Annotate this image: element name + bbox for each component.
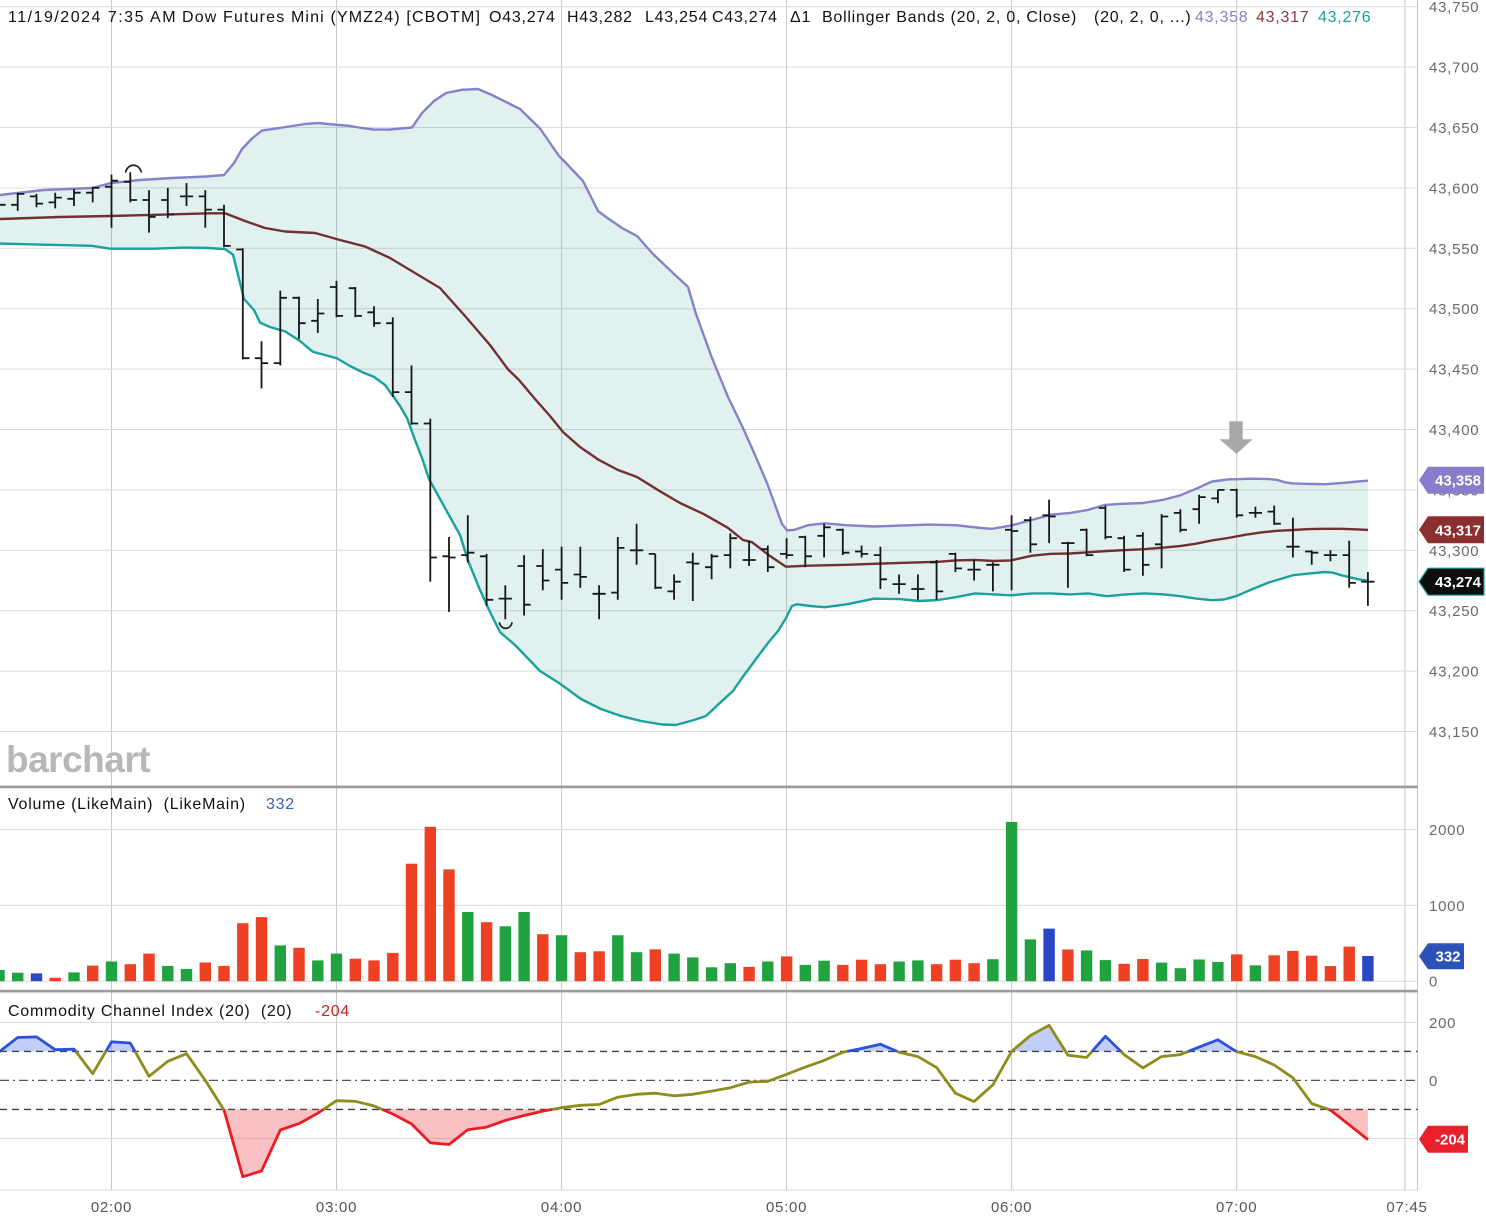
svg-text:03:00: 03:00 <box>316 1199 357 1216</box>
svg-text:43,400: 43,400 <box>1429 422 1479 439</box>
svg-text:04:00: 04:00 <box>541 1199 582 1216</box>
svg-text:43,358: 43,358 <box>1435 473 1481 490</box>
svg-text:Dow Futures Mini (YMZ24) [CBOT: Dow Futures Mini (YMZ24) [CBOTM] <box>182 9 481 26</box>
svg-text:0: 0 <box>1429 1073 1438 1090</box>
svg-text:43,300: 43,300 <box>1429 543 1479 560</box>
svg-text:43,550: 43,550 <box>1429 241 1479 258</box>
svg-text:43,358: 43,358 <box>1195 9 1248 26</box>
svg-text:(20, 2, 0, ...): (20, 2, 0, ...) <box>1094 9 1192 26</box>
svg-text:43,750: 43,750 <box>1429 0 1479 16</box>
svg-text:43,700: 43,700 <box>1429 60 1479 77</box>
svg-text:332: 332 <box>266 796 295 813</box>
svg-text:200: 200 <box>1429 1015 1456 1032</box>
svg-text:1000: 1000 <box>1429 898 1465 915</box>
svg-text:43,150: 43,150 <box>1429 724 1479 741</box>
svg-text:Volume (LikeMain) (LikeMain): Volume (LikeMain) (LikeMain) <box>8 796 246 813</box>
svg-text:07:45: 07:45 <box>1386 1199 1427 1216</box>
svg-text:43,200: 43,200 <box>1429 664 1479 681</box>
svg-text:43,650: 43,650 <box>1429 120 1479 137</box>
svg-text:-204: -204 <box>315 1003 350 1020</box>
svg-text:Bollinger Bands (20, 2, 0, Clo: Bollinger Bands (20, 2, 0, Close) <box>822 9 1077 26</box>
svg-text:43,250: 43,250 <box>1429 603 1479 620</box>
svg-text:43,600: 43,600 <box>1429 180 1479 197</box>
svg-text:Δ1: Δ1 <box>790 9 811 26</box>
svg-text:-204: -204 <box>1435 1132 1466 1149</box>
svg-text:Commodity Channel Index (20): Commodity Channel Index (20) (20) <box>8 1003 292 1020</box>
svg-text:332: 332 <box>1435 949 1460 966</box>
svg-text:07:00: 07:00 <box>1216 1199 1257 1216</box>
svg-text:2000: 2000 <box>1429 822 1465 839</box>
svg-text:L43,254: L43,254 <box>645 9 708 26</box>
svg-text:05:00: 05:00 <box>766 1199 807 1216</box>
svg-text:C43,274: C43,274 <box>712 9 778 26</box>
svg-text:02:00: 02:00 <box>91 1199 132 1216</box>
svg-text:43,450: 43,450 <box>1429 362 1479 379</box>
svg-text:0: 0 <box>1429 974 1438 991</box>
svg-text:O43,274: O43,274 <box>489 9 556 26</box>
svg-text:11/19/2024 7:35 AM: 11/19/2024 7:35 AM <box>8 9 177 26</box>
svg-text:43,500: 43,500 <box>1429 301 1479 318</box>
svg-text:43,276: 43,276 <box>1318 9 1371 26</box>
svg-text:43,274: 43,274 <box>1435 574 1482 591</box>
svg-text:barchart: barchart <box>6 739 150 780</box>
svg-text:06:00: 06:00 <box>991 1199 1032 1216</box>
svg-text:43,317: 43,317 <box>1435 522 1481 539</box>
svg-text:43,317: 43,317 <box>1256 9 1309 26</box>
svg-text:H43,282: H43,282 <box>567 9 633 26</box>
